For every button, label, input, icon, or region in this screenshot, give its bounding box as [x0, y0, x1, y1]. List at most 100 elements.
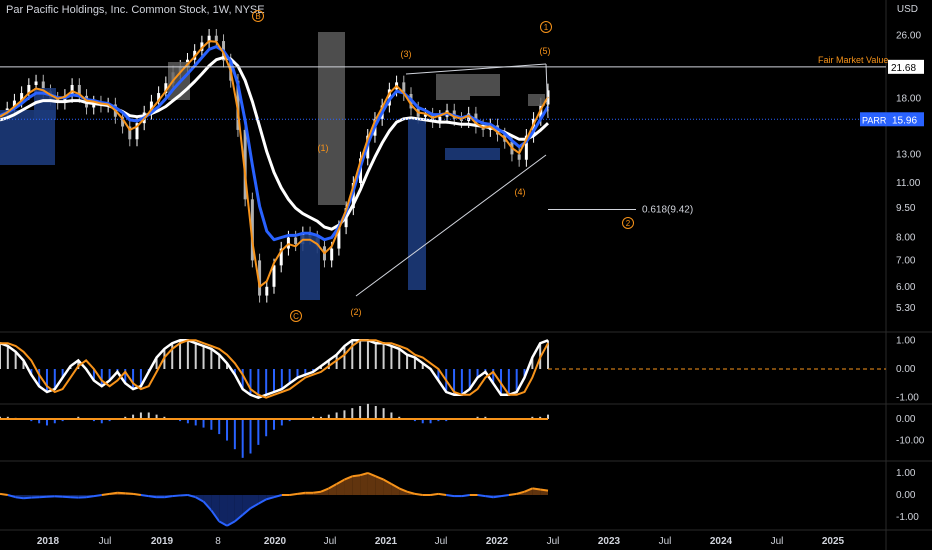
- x-axis-tick: 2021: [375, 536, 398, 547]
- oscillator3-tick: -1.00: [896, 512, 919, 523]
- oscillator3-line: [500, 494, 509, 498]
- x-axis-tick: 2019: [151, 536, 174, 547]
- price-tick-label: 9.50: [896, 203, 916, 214]
- last-price-badge: [888, 112, 924, 127]
- price-tick-label: 18.00: [896, 94, 921, 105]
- oscillator3-line: [164, 495, 173, 499]
- oscillator3-line: [265, 496, 275, 501]
- oscillator3-fill: [352, 475, 361, 495]
- candle-body: [265, 286, 269, 296]
- oscillator3-line: [273, 494, 283, 499]
- candle-body: [517, 154, 521, 160]
- oscillator3-line: [540, 488, 549, 492]
- candle-body: [77, 84, 81, 96]
- candle-body: [532, 118, 536, 136]
- candle-body: [438, 116, 442, 122]
- oscillator3-line: [532, 487, 541, 491]
- wave-label: 2: [626, 219, 631, 228]
- oscillator3-fill: [367, 473, 376, 495]
- candle-body: [27, 84, 31, 94]
- shaded-zone: [300, 235, 320, 300]
- candle-body: [337, 227, 341, 249]
- oscillator3-fill: [344, 476, 353, 495]
- candle-body: [272, 265, 276, 287]
- oscillator3-line: [320, 487, 330, 493]
- oscillator3-line: [202, 500, 213, 512]
- oscillator3-tick: 1.00: [896, 468, 916, 479]
- x-axis-tick: Jul: [435, 536, 448, 547]
- wave-label: (1): [318, 143, 329, 153]
- candle-body: [149, 101, 153, 113]
- oscillator3-line: [406, 490, 416, 495]
- shaded-zone: [528, 94, 545, 106]
- oscillator1-line-white: [0, 339, 549, 400]
- fib-label: 0.618(9.42): [642, 205, 693, 216]
- oscillator2-tick: -10.00: [896, 436, 925, 447]
- oscillator3-fill: [375, 476, 384, 495]
- oscillator3-fill: [234, 495, 243, 522]
- wave-label-circle: [540, 21, 552, 33]
- candle-body: [135, 123, 139, 140]
- price-tick-label: 13.00: [896, 149, 921, 160]
- oscillator3-line: [398, 487, 408, 493]
- oscillator3-line: [187, 494, 196, 499]
- candle-body: [258, 260, 262, 296]
- oscillator3-line: [218, 520, 228, 527]
- candle-body: [330, 248, 334, 261]
- oscillator3-line: [516, 490, 525, 495]
- oscillator3-line: [109, 491, 118, 495]
- oscillator3-line: [313, 490, 322, 494]
- price-tick-label: 6.00: [896, 282, 916, 293]
- candle-body: [41, 81, 45, 92]
- oscillator3-line: [344, 475, 353, 481]
- ema-slow-line: [0, 56, 550, 231]
- candle-body: [12, 100, 16, 109]
- fair-value-badge-text: 21.68: [891, 63, 916, 74]
- shaded-zone: [436, 74, 470, 100]
- oscillator3-line: [352, 474, 361, 478]
- oscillator3-line: [85, 495, 95, 499]
- oscillator3-fill: [219, 495, 228, 526]
- x-axis-tick: 2025: [822, 536, 845, 547]
- ema-fast-line: [0, 40, 549, 288]
- candle-body: [207, 35, 211, 43]
- wave-label: C: [293, 312, 299, 321]
- trend-line-lower: [355, 154, 547, 297]
- wave-label: (2): [351, 307, 362, 317]
- wave-label: 1: [544, 23, 549, 32]
- candle-body: [34, 81, 38, 85]
- oscillator3-line: [430, 492, 439, 496]
- oscillator3-line: [359, 472, 369, 477]
- x-axis-tick: Jul: [771, 536, 784, 547]
- oscillator3-line: [132, 492, 142, 496]
- candle-body: [164, 83, 168, 94]
- oscillator3-line: [438, 492, 447, 496]
- oscillator3-line: [226, 520, 236, 527]
- oscillator3-line: [140, 494, 149, 498]
- oscillator3-line: [383, 478, 392, 485]
- candle-body: [214, 35, 218, 42]
- x-axis-tick: Jul: [99, 536, 112, 547]
- oscillator3-line: [15, 496, 24, 500]
- oscillator3-line: [234, 514, 244, 523]
- oscillator3-line: [93, 494, 102, 498]
- oscillator3-line: [7, 494, 16, 499]
- x-axis-tick: 2024: [710, 536, 733, 547]
- price-tick-label: 5.30: [896, 303, 916, 314]
- oscillator3-line: [485, 495, 494, 499]
- x-axis-tick: 2022: [486, 536, 509, 547]
- symbol-badge: [860, 112, 888, 127]
- candle-body: [128, 126, 132, 140]
- trend-line-end: [545, 63, 549, 119]
- trend-line-upper: [405, 63, 547, 75]
- oscillator3-line: [524, 487, 533, 493]
- candle-body: [423, 114, 427, 117]
- shaded-zone: [318, 32, 345, 205]
- candle-body: [286, 237, 290, 249]
- oscillator1-line-orange: [0, 339, 549, 399]
- x-axis-tick: Jul: [547, 536, 560, 547]
- shaded-zone: [445, 148, 500, 160]
- oscillator3-fill: [203, 495, 212, 511]
- wave-label: (4): [515, 187, 526, 197]
